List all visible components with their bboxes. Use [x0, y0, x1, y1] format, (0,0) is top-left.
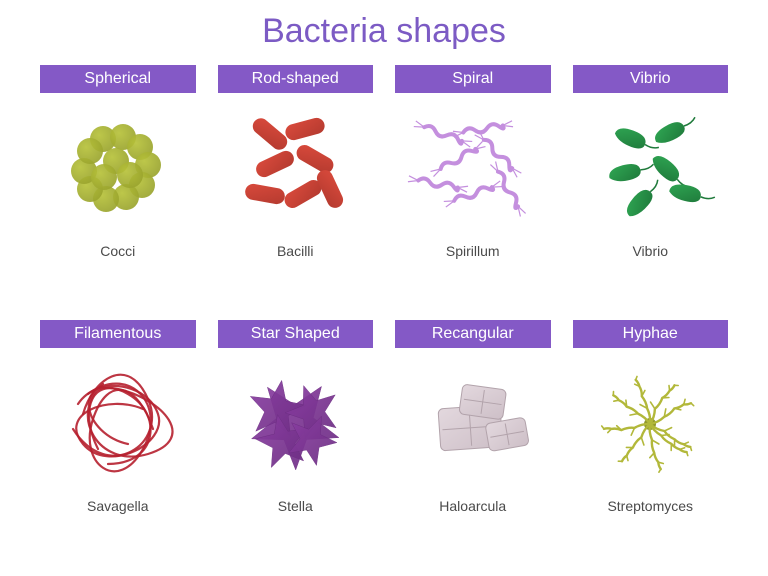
cell-spherical: Spherical Cocci [40, 65, 196, 302]
illus-bacilli [225, 99, 365, 239]
badge-vibrio: Vibrio [573, 65, 729, 93]
caption-vibrio: Vibrio [632, 243, 668, 259]
shapes-grid: Spherical Cocci Rod-shaped Bacilli Spira… [40, 65, 728, 556]
badge-spiral: Spiral [395, 65, 551, 93]
illus-stella [225, 354, 365, 494]
illus-vibrio [580, 99, 720, 239]
cell-hyphae: Hyphae Streptomyces [573, 320, 729, 557]
cell-filamentous: Filamentous Savagella [40, 320, 196, 557]
caption-bacilli: Bacilli [277, 243, 314, 259]
caption-haloarcula: Haloarcula [439, 498, 506, 514]
badge-rod: Rod-shaped [218, 65, 374, 93]
caption-savagella: Savagella [87, 498, 149, 514]
cell-vibrio: Vibrio Vibrio [573, 65, 729, 302]
caption-stella: Stella [278, 498, 313, 514]
badge-star: Star Shaped [218, 320, 374, 348]
badge-rectangular: Recangular [395, 320, 551, 348]
page-title: Bacteria shapes [262, 12, 506, 51]
caption-cocci: Cocci [100, 243, 135, 259]
caption-streptomyces: Streptomyces [607, 498, 693, 514]
illus-hyphae [580, 354, 720, 494]
illus-spirillum [403, 99, 543, 239]
badge-hyphae: Hyphae [573, 320, 729, 348]
cell-spiral: Spiral Spirillum [395, 65, 551, 302]
cell-rectangular: Recangular Haloarcula [395, 320, 551, 557]
caption-spirillum: Spirillum [446, 243, 500, 259]
infographic: Bacteria shapes Spherical Cocci Rod-shap… [0, 0, 768, 576]
illus-cocci [48, 99, 188, 239]
cell-star: Star Shaped Stella [218, 320, 374, 557]
illus-filamentous [48, 354, 188, 494]
badge-spherical: Spherical [40, 65, 196, 93]
illus-haloarcula [403, 354, 543, 494]
cell-rod: Rod-shaped Bacilli [218, 65, 374, 302]
badge-filamentous: Filamentous [40, 320, 196, 348]
